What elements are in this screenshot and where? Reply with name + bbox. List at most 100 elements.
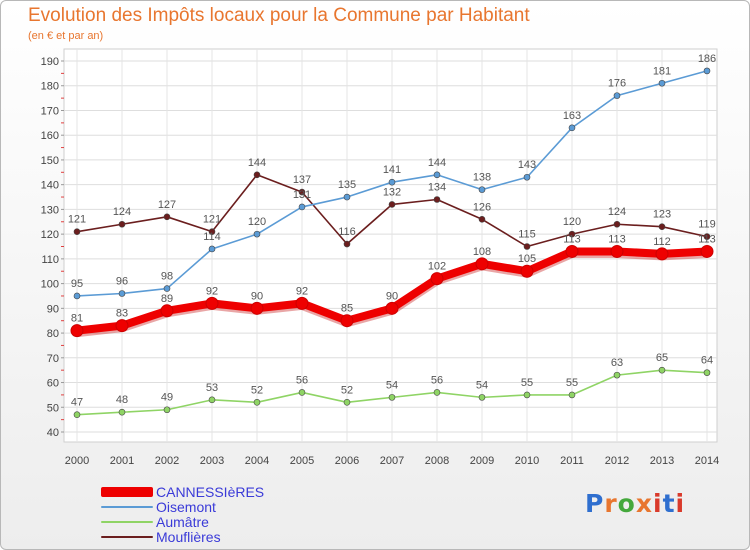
data-label: 65 [656,352,668,364]
data-label: 135 [338,179,356,191]
data-point [385,301,399,315]
data-label: 47 [71,397,83,409]
legend-label: CANNESSIèRES [156,484,265,500]
x-tick-label: 2006 [335,455,359,467]
data-label: 137 [293,174,311,186]
data-point [388,178,396,186]
data-label: 56 [296,374,308,386]
chart-title: Evolution des Impôts locaux pour la Comm… [28,5,530,26]
x-tick-label: 2002 [155,455,179,467]
y-tick-label: 170 [41,105,59,117]
data-label: 126 [473,201,491,213]
y-tick-label: 40 [47,427,59,439]
data-label: 52 [341,384,353,396]
data-label: 144 [248,157,266,169]
data-point [658,366,666,374]
data-point [70,324,84,338]
data-point [73,228,81,235]
data-label: 96 [116,275,128,287]
data-label: 120 [563,216,581,228]
data-point [703,233,711,240]
data-label: 132 [383,186,401,198]
data-label: 55 [566,377,578,389]
data-point [658,223,666,231]
data-point [343,193,351,201]
data-point [520,264,534,278]
data-point [118,290,126,297]
data-label: 92 [206,285,218,297]
x-tick-label: 2000 [65,455,89,467]
data-label: 92 [296,285,308,297]
data-point [703,369,711,376]
proxiti-logo: Proxiti [585,489,685,518]
y-tick-label: 90 [47,303,59,315]
plot-area [63,48,718,443]
legend-label: Oisemont [156,499,216,515]
data-point [298,389,306,396]
data-point [160,304,174,318]
y-tick-label: 160 [41,130,59,142]
data-point [343,240,351,248]
x-tick-label: 2013 [650,455,674,467]
data-point [703,67,711,75]
x-tick-label: 2011 [560,455,584,467]
data-label: 144 [428,157,446,169]
data-label: 63 [611,357,623,369]
y-tick-label: 180 [41,81,59,93]
chart-subtitle: (en € et par an) [28,30,104,42]
x-tick-label: 2009 [470,455,494,467]
data-label: 112 [653,236,671,248]
data-label: 48 [116,394,128,406]
data-label: 121 [203,214,221,226]
x-tick-label: 2010 [515,455,539,467]
legend-swatch [101,536,153,538]
data-point [298,203,306,211]
legend-swatch [101,521,153,523]
logo-letter: P [585,489,605,518]
data-label: 127 [158,199,176,211]
data-label: 56 [431,374,443,386]
logo-letter: o [617,489,636,518]
data-point [253,399,261,406]
data-point [568,124,576,132]
data-label: 90 [251,290,263,302]
data-point [163,285,171,292]
data-point [205,296,219,310]
data-label: 98 [161,271,173,283]
data-point [250,301,264,315]
data-label: 90 [386,290,398,302]
data-point [298,188,306,196]
x-tick-label: 2007 [380,455,404,467]
data-point [343,399,351,406]
y-tick-label: 50 [47,402,59,414]
data-label: 121 [68,214,86,226]
data-point [118,220,126,228]
y-tick-label: 120 [41,229,59,241]
data-label: 120 [248,216,266,228]
data-point [478,186,486,193]
data-label: 114 [203,231,221,243]
logo-letter: i [653,489,663,518]
logo-letter: r [604,489,618,518]
data-label: 176 [608,78,626,90]
data-point [478,215,486,223]
data-point [295,296,309,310]
data-label: 64 [701,355,713,367]
data-point [568,391,576,399]
data-label: 131 [293,189,311,201]
data-point [568,230,576,238]
data-label: 89 [161,293,173,305]
data-point [433,389,441,396]
data-point [523,391,531,399]
data-label: 115 [518,229,536,241]
y-tick-label: 130 [41,204,59,216]
data-point [523,243,531,250]
x-tick-label: 2012 [605,455,629,467]
data-point [430,272,444,286]
legend-swatch [101,487,153,497]
data-point [613,92,621,99]
data-label: 124 [608,206,626,218]
data-label: 108 [473,246,491,258]
